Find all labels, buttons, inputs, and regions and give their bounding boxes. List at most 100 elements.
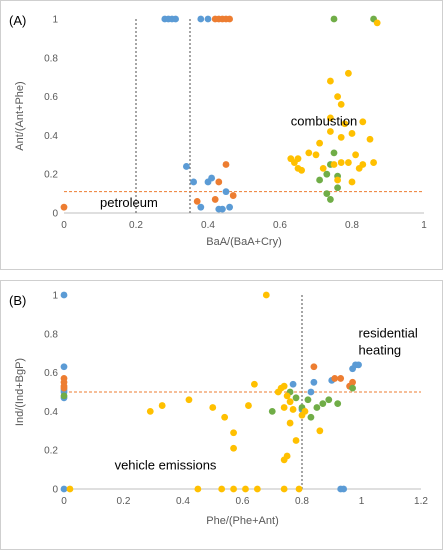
data-point bbox=[286, 398, 294, 406]
data-point bbox=[334, 400, 342, 408]
data-point bbox=[268, 408, 276, 415]
data-point bbox=[305, 149, 313, 157]
data-point bbox=[292, 437, 300, 444]
data-point bbox=[330, 149, 338, 157]
data-point bbox=[298, 166, 305, 174]
x-tick-label: 1 bbox=[359, 496, 365, 507]
y-tick-label: 0.8 bbox=[44, 329, 58, 340]
data-point bbox=[226, 203, 234, 211]
x-tick-label: 0.4 bbox=[176, 496, 190, 507]
data-point bbox=[289, 380, 297, 388]
data-point bbox=[60, 485, 68, 493]
data-point bbox=[209, 404, 217, 411]
data-point bbox=[327, 196, 334, 203]
panel-label: (B) bbox=[9, 293, 26, 308]
data-point bbox=[197, 203, 205, 211]
data-point bbox=[286, 419, 294, 427]
data-point bbox=[337, 100, 345, 108]
data-point bbox=[345, 69, 352, 77]
data-point bbox=[319, 400, 327, 408]
y-tick-label: 0.6 bbox=[44, 368, 58, 379]
data-point bbox=[304, 396, 312, 404]
y-tick-label: 0 bbox=[52, 485, 58, 496]
data-point bbox=[330, 15, 338, 23]
data-point bbox=[331, 375, 339, 382]
data-point bbox=[60, 363, 68, 371]
data-point bbox=[208, 174, 216, 182]
annotation-residential: heating bbox=[359, 343, 402, 358]
data-point bbox=[301, 408, 309, 415]
data-point bbox=[197, 15, 205, 23]
data-point bbox=[348, 130, 356, 137]
data-point bbox=[172, 15, 180, 23]
y-axis-label: Ind/(Ind+BgP) bbox=[14, 358, 26, 426]
data-point bbox=[289, 406, 297, 413]
data-point bbox=[366, 135, 374, 143]
x-tick-label: 0.8 bbox=[345, 220, 359, 231]
y-tick-label: 0 bbox=[52, 209, 58, 220]
data-point bbox=[295, 485, 303, 493]
data-point bbox=[158, 402, 166, 409]
data-point bbox=[316, 139, 323, 147]
panel-label: (A) bbox=[9, 13, 26, 28]
x-tick-label: 0.2 bbox=[117, 496, 131, 507]
data-point bbox=[349, 384, 356, 392]
data-point bbox=[294, 155, 302, 163]
data-point bbox=[204, 15, 212, 23]
x-tick-label: 0 bbox=[61, 496, 67, 507]
data-point bbox=[310, 378, 318, 386]
data-point bbox=[222, 161, 230, 168]
data-point bbox=[355, 164, 363, 172]
data-point bbox=[323, 190, 331, 198]
x-axis-label: BaA/(BaA+Cry) bbox=[206, 236, 282, 248]
x-axis-label: Phe/(Phe+Ant) bbox=[206, 515, 278, 527]
data-point bbox=[334, 184, 341, 192]
data-point bbox=[337, 159, 345, 166]
data-point bbox=[215, 178, 223, 186]
data-point bbox=[60, 384, 68, 392]
data-point bbox=[327, 77, 334, 85]
data-point bbox=[370, 159, 377, 166]
data-point bbox=[185, 396, 193, 404]
data-point bbox=[327, 114, 334, 122]
data-point bbox=[316, 427, 324, 435]
x-tick-label: 0.4 bbox=[201, 220, 215, 231]
y-tick-label: 0.4 bbox=[44, 131, 58, 142]
data-point bbox=[229, 192, 237, 199]
data-point bbox=[226, 15, 234, 23]
annotation-combustion: combustion bbox=[291, 114, 357, 129]
data-point bbox=[221, 413, 229, 421]
data-point bbox=[330, 161, 338, 168]
annotation-vehicle: vehicle emissions bbox=[115, 458, 217, 473]
x-tick-label: 0.8 bbox=[295, 496, 309, 507]
chart-a: (A) 0 0.2 0.4 0.6 0.8 1 0 0.2 0.4 0.6 0.8 1 BaA/(BaA+… bbox=[9, 13, 427, 248]
data-point bbox=[218, 485, 226, 493]
data-point bbox=[349, 378, 356, 386]
x-tick-label: 0.6 bbox=[236, 496, 250, 507]
data-point bbox=[253, 485, 261, 493]
data-point bbox=[219, 205, 226, 213]
y-tick-label: 0.8 bbox=[44, 53, 58, 64]
panel-b: (B) 0 0.2 0.4 0.6 0.8 1 1.2 0 0.2 0.4 0.6 0.8 1 Phe/(P… bbox=[0, 280, 443, 550]
data-point bbox=[245, 402, 252, 409]
data-point bbox=[337, 375, 345, 382]
data-point bbox=[211, 196, 219, 203]
data-point bbox=[359, 118, 367, 126]
data-point bbox=[319, 164, 327, 172]
y-tick-label: 0.6 bbox=[44, 92, 58, 103]
y-tick-label: 0.2 bbox=[44, 170, 58, 181]
annotation-petroleum: petroleum bbox=[100, 195, 158, 210]
data-point bbox=[193, 197, 201, 205]
data-point bbox=[341, 120, 349, 128]
data-point bbox=[345, 159, 352, 166]
data-point bbox=[352, 151, 359, 159]
data-point bbox=[307, 413, 315, 421]
x-tick-label: 1 bbox=[421, 220, 427, 231]
chart-b: (B) 0 0.2 0.4 0.6 0.8 1 1.2 0 0.2 0.4 0.6 0.8 1 Phe/(P… bbox=[9, 291, 428, 528]
data-point bbox=[251, 380, 258, 388]
data-point bbox=[146, 408, 154, 415]
data-point bbox=[280, 382, 288, 390]
data-point bbox=[334, 176, 341, 184]
y-tick-label: 1 bbox=[52, 291, 58, 302]
data-point bbox=[230, 485, 237, 493]
